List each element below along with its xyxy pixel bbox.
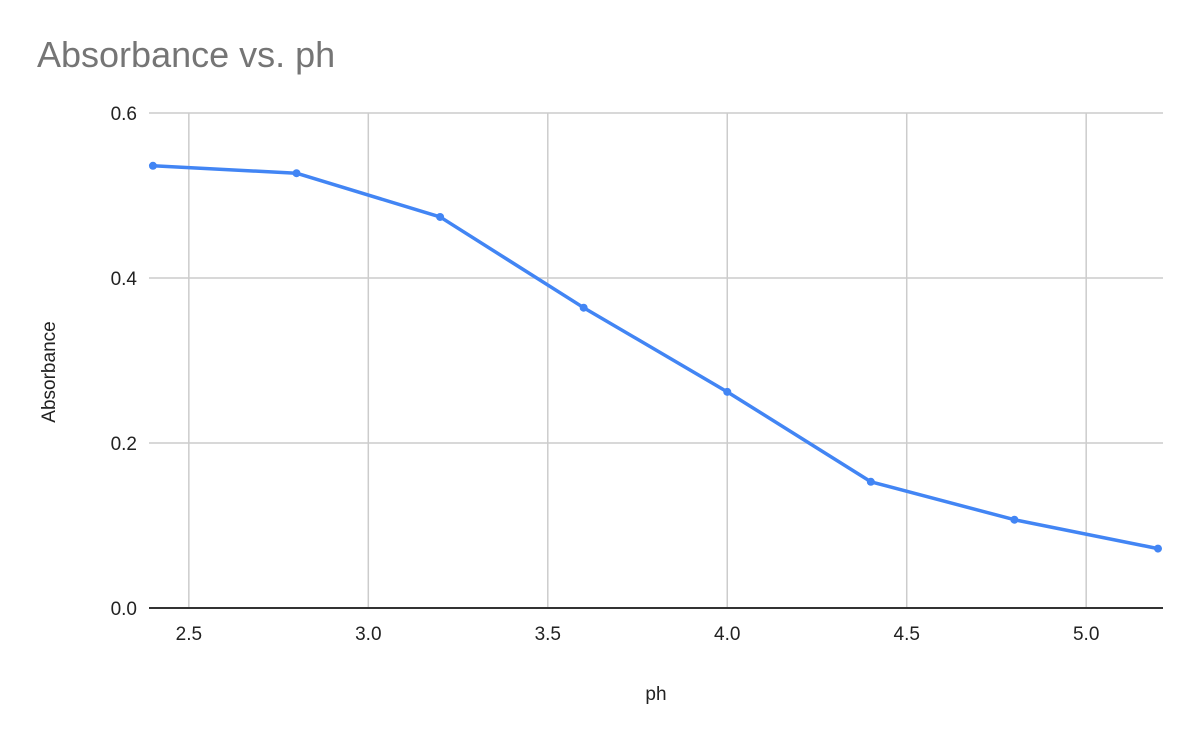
- data-point[interactable]: [292, 169, 301, 178]
- y-axis-ticks: 0.0 0.2 0.4 0.6: [111, 104, 138, 620]
- x-tick-label: 3.5: [535, 624, 561, 645]
- chart-title: Absorbance vs. ph: [37, 34, 336, 75]
- x-axis-ticks: 2.5 3.0 3.5 4.0 4.5 5.0: [176, 624, 1100, 645]
- data-point[interactable]: [723, 387, 732, 396]
- data-point[interactable]: [1010, 515, 1019, 524]
- x-axis-title: ph: [645, 684, 666, 705]
- y-tick-label: 0.2: [111, 434, 137, 455]
- x-tick-label: 2.5: [176, 624, 202, 645]
- y-tick-label: 0.4: [111, 269, 138, 290]
- y-tick-label: 0.6: [111, 104, 137, 125]
- series-line: [151, 164, 1160, 551]
- x-tick-label: 5.0: [1073, 624, 1099, 645]
- data-point[interactable]: [148, 161, 157, 170]
- y-axis-title: Absorbance: [39, 321, 60, 422]
- data-point[interactable]: [436, 212, 445, 221]
- x-tick-label: 4.5: [894, 624, 920, 645]
- data-point[interactable]: [579, 303, 588, 312]
- gridlines: [149, 112, 1163, 608]
- x-tick-label: 4.0: [714, 624, 740, 645]
- data-point[interactable]: [866, 477, 875, 486]
- y-tick-label: 0.0: [111, 599, 137, 620]
- data-point[interactable]: [1153, 544, 1162, 553]
- x-tick-label: 3.0: [355, 624, 381, 645]
- data-series: [148, 161, 1162, 553]
